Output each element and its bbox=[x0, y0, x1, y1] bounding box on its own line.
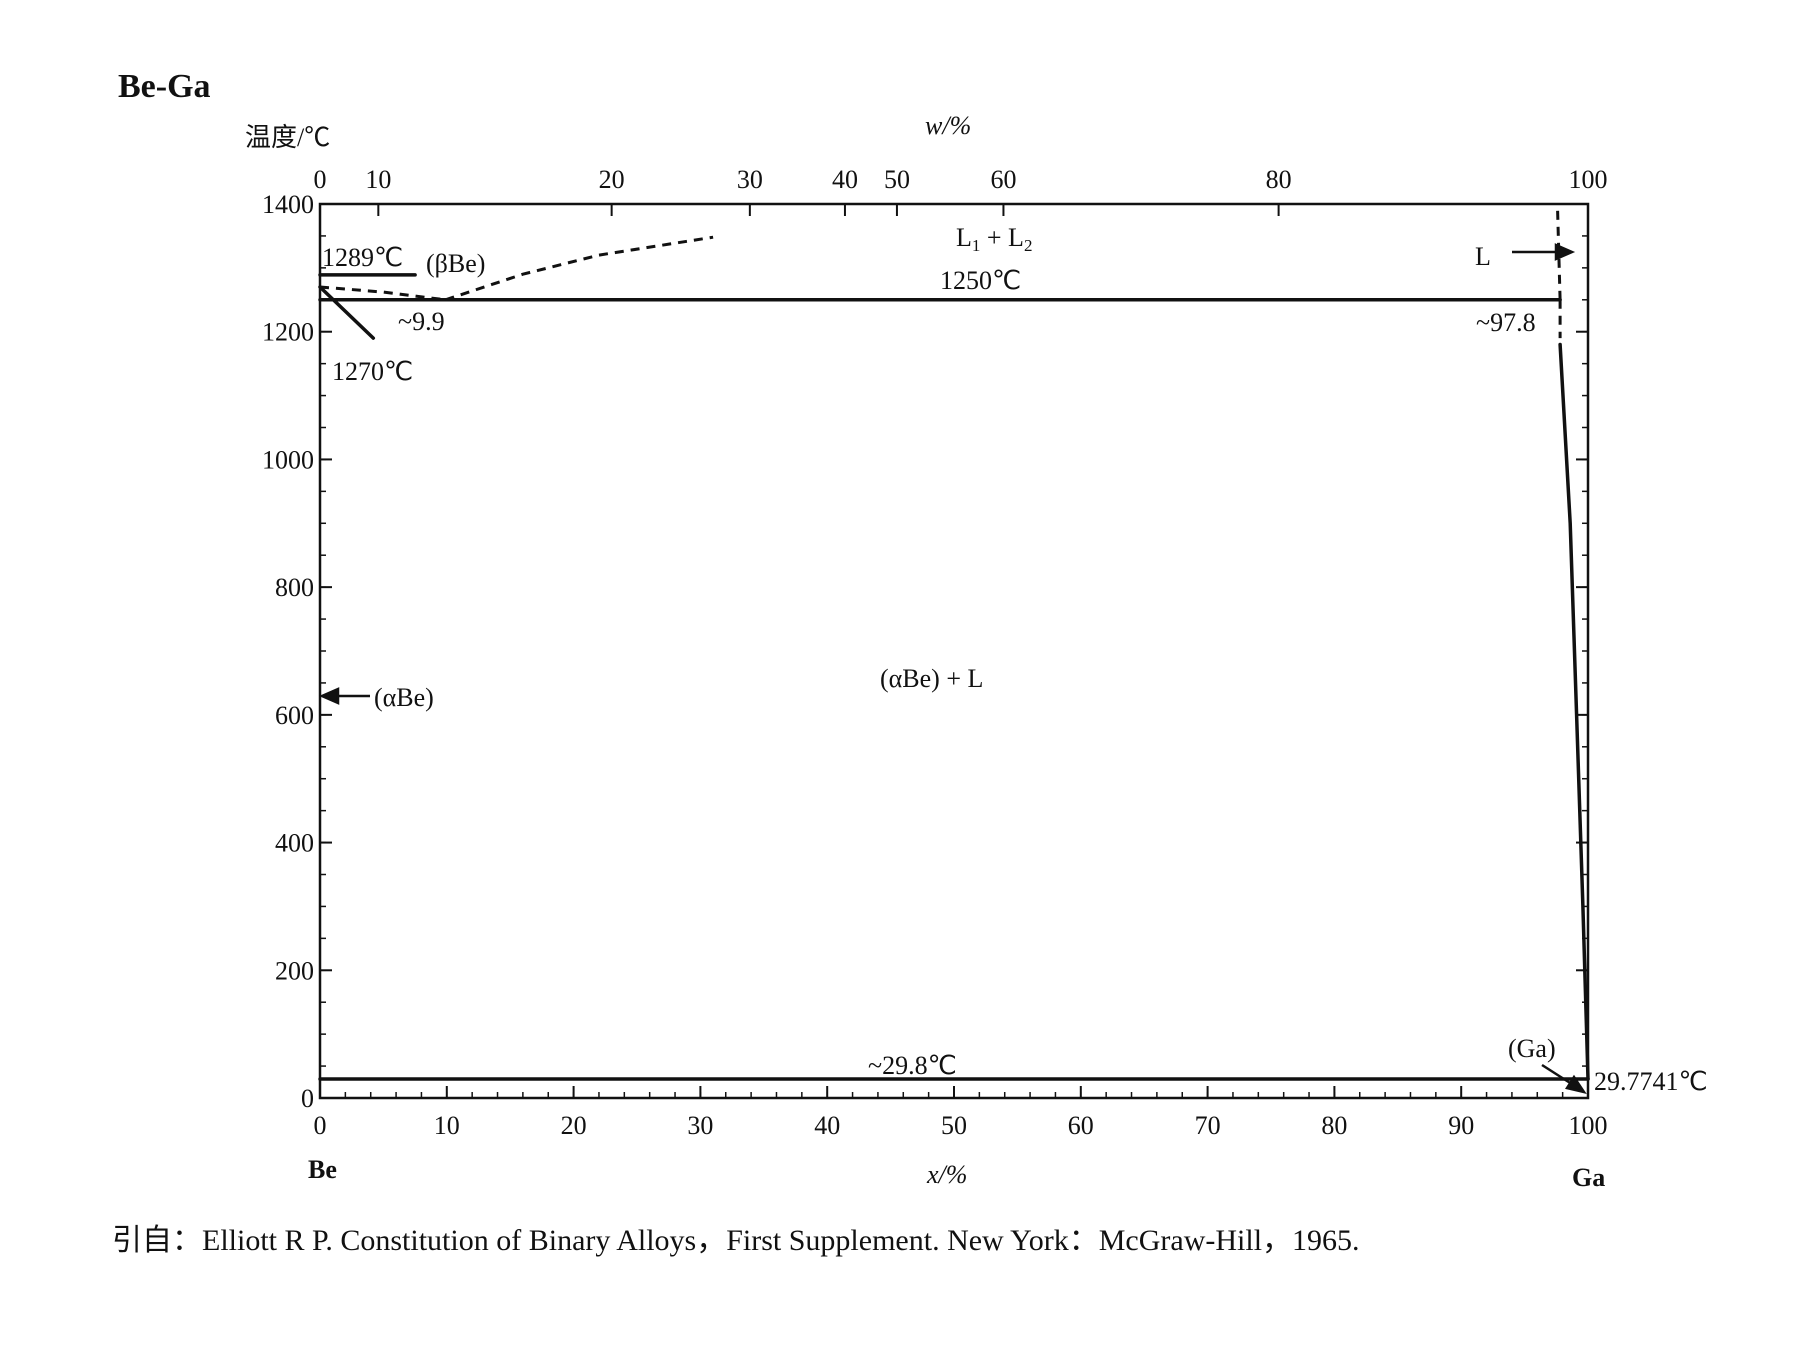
arrow-ga-head bbox=[1565, 1074, 1587, 1094]
axes bbox=[318, 202, 1590, 1100]
label-29-7741: 29.7741℃ bbox=[1594, 1067, 1708, 1096]
y-tick-label: 200 bbox=[275, 956, 314, 985]
label-1270: 1270℃ bbox=[332, 357, 413, 386]
citation: 引自：Elliott R P. Constitution of Binary A… bbox=[112, 1224, 1360, 1257]
label-L: L bbox=[1475, 242, 1491, 271]
x-tick-label: 80 bbox=[1321, 1111, 1347, 1140]
y-tick-label: 400 bbox=[275, 829, 314, 858]
x2-tick-label: 20 bbox=[599, 165, 625, 194]
x-tick-label: 100 bbox=[1569, 1111, 1608, 1140]
x2-tick-label: 50 bbox=[884, 165, 910, 194]
phase-boundary-1 bbox=[318, 285, 376, 340]
x-axis-label: x/% bbox=[926, 1160, 967, 1189]
label-29-8: ~29.8℃ bbox=[868, 1051, 957, 1080]
label-1250: 1250℃ bbox=[940, 266, 1021, 295]
arrows bbox=[318, 243, 1587, 1094]
x2-tick-label: 30 bbox=[737, 165, 763, 194]
y-tick-label: 800 bbox=[275, 573, 314, 602]
top-axis-label: w/% bbox=[925, 111, 971, 140]
phase-boundary-6 bbox=[1558, 342, 1590, 1081]
x2-tick-label: 40 bbox=[832, 165, 858, 194]
x2-tick-label: 0 bbox=[314, 165, 327, 194]
label-9-9: ~9.9 bbox=[398, 307, 445, 336]
phase-boundaries bbox=[318, 210, 1590, 1081]
label-1289: 1289℃ bbox=[322, 243, 403, 272]
page-title: Be-Ga bbox=[118, 68, 211, 105]
x-tick-label: 70 bbox=[1195, 1111, 1221, 1140]
label-alpha-be: (αBe) bbox=[374, 683, 434, 712]
x2-tick-label: 80 bbox=[1266, 165, 1292, 194]
y-axis-label: 温度/℃ bbox=[245, 123, 330, 152]
y-tick-label: 1000 bbox=[262, 445, 314, 474]
arrow-alpha-be-head bbox=[318, 687, 340, 705]
label-beta-be: (βBe) bbox=[426, 249, 485, 278]
label-l1-l2: L1 + L2 bbox=[956, 223, 1032, 255]
phase-boundary-3 bbox=[319, 285, 446, 302]
x-tick-label: 90 bbox=[1448, 1111, 1474, 1140]
x2-tick-label: 100 bbox=[1569, 165, 1608, 194]
arrow-L-head bbox=[1554, 243, 1576, 261]
label-ga: (Ga) bbox=[1508, 1034, 1556, 1063]
y-tick-label: 0 bbox=[301, 1084, 314, 1113]
element-left-label: Be bbox=[308, 1155, 337, 1184]
x-tick-label: 10 bbox=[434, 1111, 460, 1140]
x-tick-label: 30 bbox=[687, 1111, 713, 1140]
plot-frame bbox=[318, 202, 1590, 1100]
phase-boundary-4 bbox=[445, 235, 714, 302]
x-tick-label: 20 bbox=[561, 1111, 587, 1140]
y-tick-label: 1400 bbox=[262, 190, 314, 219]
x2-tick-label: 10 bbox=[365, 165, 391, 194]
element-right-label: Ga bbox=[1572, 1163, 1605, 1192]
x-tick-label: 40 bbox=[814, 1111, 840, 1140]
x2-tick-label: 60 bbox=[990, 165, 1016, 194]
x-tick-label: 50 bbox=[941, 1111, 967, 1140]
x-tick-label: 60 bbox=[1068, 1111, 1094, 1140]
x-tick-label: 0 bbox=[314, 1111, 327, 1140]
label-alpha-be-L: (αBe) + L bbox=[880, 664, 983, 693]
label-97-8: ~97.8 bbox=[1476, 308, 1536, 337]
y-tick-label: 600 bbox=[275, 701, 314, 730]
y-tick-label: 1200 bbox=[262, 318, 314, 347]
